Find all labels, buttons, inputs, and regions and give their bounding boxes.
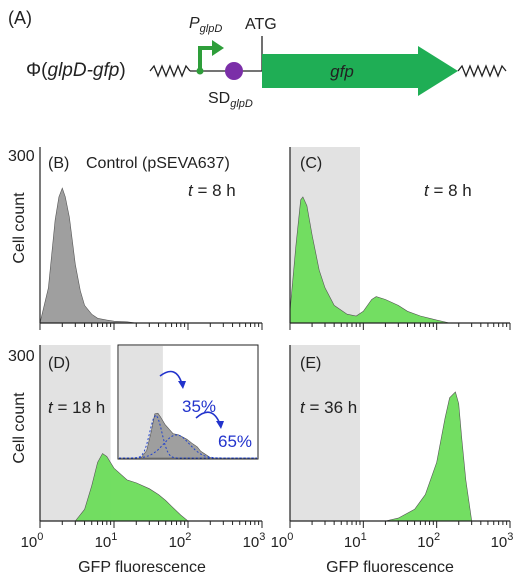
inset-arrowhead-2-icon: [216, 421, 224, 429]
atg-label: ATG: [245, 16, 277, 33]
panel-e-time-label: t = 36 h: [300, 398, 357, 417]
x-axis-label-left: GFP fluorescence: [78, 559, 206, 576]
panel-d-label: (D): [48, 355, 70, 372]
panel-b-time-label: t = 8 h: [188, 181, 236, 200]
inset-arrow-1-icon: [159, 370, 183, 385]
promoter-arrow-icon: [196, 40, 224, 75]
left-dna-zigzag: [149, 64, 191, 78]
panel-b: (B) Control (pSEVA637) t = 8 h: [39, 147, 263, 330]
panel-e-gate-region: [290, 345, 360, 521]
y-max-label-top: 300: [8, 148, 35, 165]
inset-histogram-0: [119, 412, 257, 459]
panel-c: (C) t = 8 h: [289, 147, 511, 330]
panel-b-histogram-0: [39, 187, 262, 324]
gene-label: gfp: [330, 62, 354, 81]
panel-c-histogram-0: [289, 196, 510, 324]
panel-c-time-label: t = 8 h: [424, 181, 472, 200]
inset-border: [117, 344, 259, 460]
histogram-panels: (B) Control (pSEVA637) t = 8 h (C) t = 8 h 10…: [21, 147, 514, 551]
x-axis-label-right: GFP fluorescence: [326, 559, 454, 576]
panel-e-label: (E): [300, 355, 321, 372]
inset-fit-curve-1: [119, 414, 257, 459]
panel-e-histogram-0: [290, 391, 510, 522]
inset-peak1-percent: 35%: [182, 397, 216, 416]
rbs-circle-icon: [225, 62, 243, 80]
sd-label: SDglpD: [208, 90, 253, 110]
inset-arrowhead-1-icon: [178, 381, 186, 389]
panel-d-inset: 35%65%: [117, 344, 259, 460]
panel-b-annotation: Control (pSEVA637): [86, 155, 230, 172]
inset-peak2-percent: 65%: [218, 432, 252, 451]
x-tick-label: 100: [271, 531, 294, 551]
gfp-gene-arrow: [262, 46, 458, 96]
y-axis-label-bottom: Cell count: [11, 392, 28, 464]
promoter-label: PglpD: [189, 15, 222, 35]
x-tick-label: 103: [491, 531, 514, 551]
phi-construct-label: Φ(glpD-gfp): [26, 60, 126, 81]
x-tick-label: 103: [243, 531, 266, 551]
right-dna-zigzag: [457, 64, 507, 78]
panel-a-label: (A): [8, 8, 32, 28]
x-tick-label: 102: [417, 531, 440, 551]
panel-e: 100 101 102 103 (E) t = 36 h: [271, 345, 514, 551]
x-tick-label: 100: [21, 531, 44, 551]
x-tick-label: 101: [344, 531, 367, 551]
panel-b-label: (B): [48, 155, 69, 172]
y-max-label-bottom: 300: [8, 348, 35, 365]
construct-panel: (A) Φ(glpD-gfp) PglpD SDglpD ATG gfp: [8, 8, 507, 110]
panel-d-time-label: t = 18 h: [48, 398, 105, 417]
x-tick-label: 101: [95, 531, 118, 551]
y-axis-label-top: Cell count: [11, 192, 28, 264]
panel-d: 100 101 102 103 (D) t = 18 h 35%65%: [21, 344, 266, 551]
panel-c-label: (C): [300, 155, 322, 172]
x-tick-label: 102: [169, 531, 192, 551]
panel-d-histogram-0: [40, 453, 262, 522]
